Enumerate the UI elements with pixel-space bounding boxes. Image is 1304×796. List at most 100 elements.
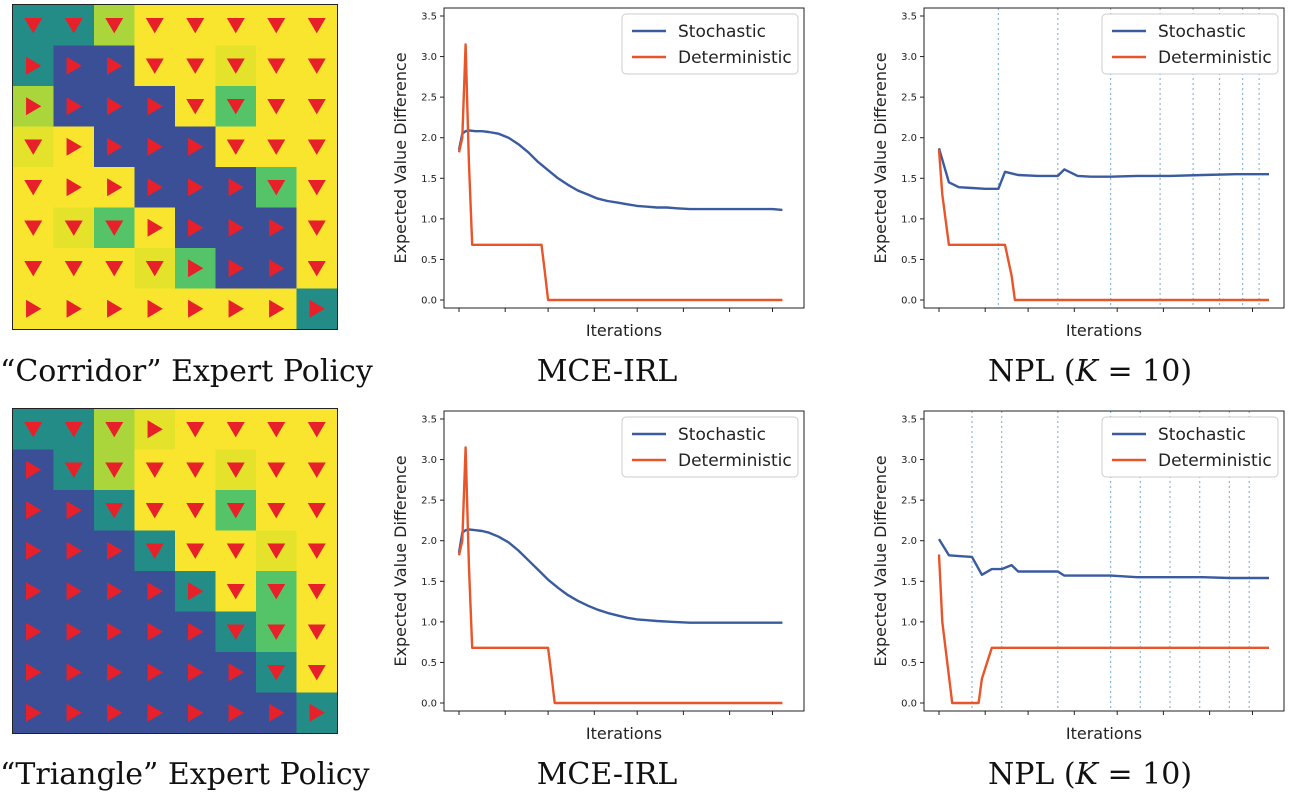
plot-frame (923, 410, 1285, 712)
y-tick-label: 2.5 (901, 93, 917, 104)
policy-arrow-right-icon (269, 299, 285, 318)
legend: Stochastic Deterministic (621, 13, 799, 75)
y-tick-label: 2.0 (421, 536, 437, 547)
policy-arrow-down-icon (307, 422, 326, 438)
y-tick-label: 1.0 (421, 214, 437, 225)
policy-arrow-down-icon (226, 543, 245, 559)
y-tick-label: 0.5 (421, 658, 437, 669)
policy-arrow-down-icon (24, 139, 43, 155)
policy-arrow-right-icon (147, 97, 163, 116)
y-tick-label: 3.5 (901, 415, 917, 426)
npl-bottom-caption: NPL (K = 10) (940, 757, 1240, 792)
legend-label-deterministic: Deterministic (678, 48, 792, 68)
policy-arrow-right-icon (228, 259, 244, 278)
policy-arrow-down-icon (145, 503, 164, 519)
policy-arrow-down-icon (186, 543, 205, 559)
npl-top-caption: NPL (K = 10) (940, 354, 1240, 389)
policy-arrow-right-icon (26, 703, 42, 722)
policy-arrow-down-icon (105, 18, 124, 34)
policy-arrow-down-icon (64, 462, 83, 478)
policy-arrow-down-icon (267, 422, 286, 438)
policy-arrow-down-icon (267, 584, 286, 600)
policy-arrow-right-icon (107, 97, 123, 116)
legend: Stochastic Deterministic (1101, 13, 1279, 75)
policy-arrow-right-icon (66, 56, 82, 75)
y-tick-label: 0.5 (901, 658, 917, 669)
y-axis-label: Expected Value Difference (392, 455, 410, 666)
y-tick-label: 3.0 (901, 455, 917, 466)
policy-arrow-right-icon (26, 299, 42, 318)
policy-arrow-down-icon (307, 99, 326, 115)
corridor-caption: “Corridor” Expert Policy (0, 354, 373, 389)
policy-arrow-right-icon (228, 663, 244, 682)
policy-arrow-down-icon (307, 180, 326, 196)
corridor-grid-svg (13, 5, 337, 329)
policy-arrow-right-icon (147, 178, 163, 197)
policy-arrow-down-icon (226, 139, 245, 155)
policy-arrow-right-icon (147, 218, 163, 237)
policy-arrow-down-icon (307, 665, 326, 681)
policy-arrow-right-icon (228, 178, 244, 197)
legend: Stochastic Deterministic (1101, 416, 1279, 478)
y-tick-label: 2.0 (901, 133, 917, 144)
policy-arrow-down-icon (186, 18, 205, 34)
x-axis-label: Iterations (1066, 321, 1142, 340)
policy-arrow-down-icon (105, 261, 124, 277)
legend-label-deterministic: Deterministic (678, 451, 792, 471)
policy-arrow-right-icon (228, 218, 244, 237)
policy-arrow-down-icon (267, 624, 286, 640)
series-line-stochastic (457, 129, 783, 212)
policy-arrow-down-icon (105, 220, 124, 236)
y-tick-label: 3.5 (901, 12, 917, 23)
policy-arrow-down-icon (145, 543, 164, 559)
policy-arrow-down-icon (267, 180, 286, 196)
policy-arrow-down-icon (307, 624, 326, 640)
y-tick-label: 2.5 (421, 93, 437, 104)
y-tick-label: 2.0 (901, 536, 917, 547)
x-axis-label: Iterations (1066, 724, 1142, 743)
policy-arrow-down-icon (186, 99, 205, 115)
policy-arrow-right-icon (66, 582, 82, 601)
policy-arrow-right-icon (147, 622, 163, 641)
legend-box (1101, 416, 1279, 478)
policy-arrow-right-icon (188, 259, 204, 278)
policy-arrow-down-icon (186, 503, 205, 519)
policy-arrow-right-icon (26, 541, 42, 560)
y-tick-label: 0.5 (901, 255, 917, 266)
y-tick-label: 3.5 (421, 415, 437, 426)
y-tick-label: 1.0 (421, 617, 437, 628)
policy-arrow-down-icon (267, 665, 286, 681)
mce-top-chart: 0.0 0.5 1.0 1.5 2.0 2.5 3.0 3.5 Stochastic Determ… (392, 7, 805, 340)
policy-arrow-right-icon (107, 663, 123, 682)
policy-arrow-right-icon (66, 622, 82, 641)
y-axis-label: Expected Value Difference (392, 52, 410, 263)
policy-arrow-down-icon (267, 18, 286, 34)
policy-arrow-right-icon (66, 299, 82, 318)
policy-arrow-right-icon (309, 703, 325, 722)
policy-arrow-down-icon (307, 543, 326, 559)
mce-bottom-caption: MCE-IRL (536, 757, 678, 792)
policy-arrow-down-icon (64, 422, 83, 438)
policy-arrow-down-icon (307, 139, 326, 155)
policy-arrow-down-icon (226, 462, 245, 478)
y-tick-label: 1.0 (901, 617, 917, 628)
series-line-deterministic (937, 554, 1269, 705)
legend: Stochastic Deterministic (621, 416, 799, 478)
policy-arrow-right-icon (188, 663, 204, 682)
policy-arrow-right-icon (107, 299, 123, 318)
policy-arrow-down-icon (186, 422, 205, 438)
policy-arrow-right-icon (107, 622, 123, 641)
policy-arrow-right-icon (147, 420, 163, 439)
series-line-stochastic (937, 147, 1269, 190)
policy-arrow-right-icon (66, 703, 82, 722)
y-tick-label: 2.5 (421, 496, 437, 507)
policy-arrow-right-icon (188, 178, 204, 197)
policy-arrow-down-icon (307, 220, 326, 236)
policy-arrow-down-icon (307, 503, 326, 519)
policy-arrow-down-icon (267, 503, 286, 519)
x-axis-label: Iterations (586, 724, 662, 743)
policy-arrow-down-icon (24, 220, 43, 236)
npl-bottom-caption-suffix: = 10) (1097, 757, 1193, 792)
y-tick-label: 3.0 (901, 52, 917, 63)
policy-arrow-right-icon (147, 582, 163, 601)
